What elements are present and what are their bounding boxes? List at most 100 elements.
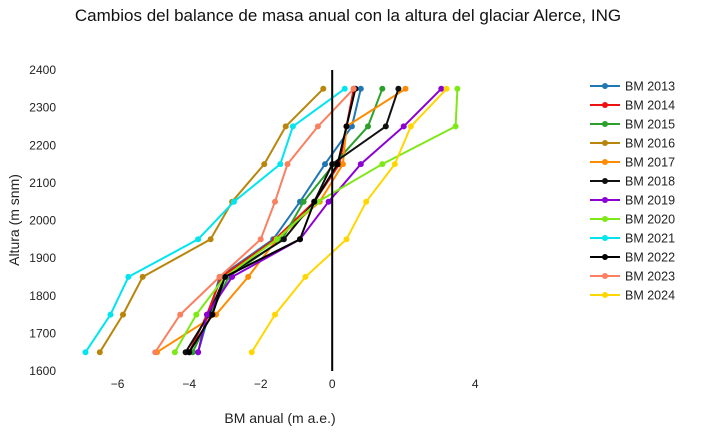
legend-label: BM 2013 bbox=[625, 80, 675, 94]
x-tick-label: 4 bbox=[472, 377, 479, 391]
legend-item[interactable]: BM 2021 bbox=[590, 232, 675, 246]
x-axis-ticks: −6 −4 −2 0 4 bbox=[111, 377, 479, 391]
data-point bbox=[322, 161, 328, 168]
legend-swatch-marker bbox=[602, 197, 608, 203]
data-point bbox=[357, 161, 364, 168]
data-point bbox=[204, 311, 210, 318]
y-tick-label: 1800 bbox=[29, 289, 56, 303]
data-point bbox=[297, 236, 303, 243]
legend-label: BM 2015 bbox=[625, 118, 675, 132]
y-tick-label: 1700 bbox=[29, 326, 56, 340]
legend-swatch-marker bbox=[602, 273, 608, 279]
data-point bbox=[334, 161, 341, 168]
legend-swatch-marker bbox=[602, 292, 608, 298]
legend-label: BM 2020 bbox=[625, 213, 675, 227]
y-axis-label: Altura (m snm) bbox=[6, 174, 22, 266]
legend-item[interactable]: BM 2016 bbox=[590, 137, 675, 151]
legend-label: BM 2023 bbox=[625, 270, 675, 284]
legend-item[interactable]: BM 2023 bbox=[590, 270, 675, 284]
legend-item[interactable]: BM 2022 bbox=[590, 251, 675, 265]
data-point bbox=[402, 85, 409, 92]
data-point bbox=[177, 311, 184, 318]
series-line bbox=[98, 88, 325, 353]
legend-swatch-marker bbox=[602, 159, 608, 165]
data-point bbox=[300, 198, 307, 205]
legend-label: BM 2021 bbox=[625, 232, 675, 246]
data-point bbox=[221, 273, 228, 280]
legend-label: BM 2019 bbox=[625, 194, 675, 208]
data-point bbox=[407, 123, 414, 130]
data-point bbox=[282, 123, 289, 130]
data-point bbox=[341, 85, 348, 92]
legend-item[interactable]: BM 2013 bbox=[590, 80, 675, 94]
legend: BM 2013 BM 2014 BM 2015 BM 2016 BM 2017 BM 20… bbox=[590, 80, 675, 303]
legend-item[interactable]: BM 2024 bbox=[590, 289, 675, 303]
data-point bbox=[320, 85, 327, 92]
y-tick-label: 2000 bbox=[29, 214, 56, 228]
plot-area bbox=[82, 70, 461, 371]
data-point bbox=[280, 236, 287, 243]
series-line bbox=[188, 88, 357, 353]
legend-item[interactable]: BM 2020 bbox=[590, 213, 675, 227]
legend-swatch-marker bbox=[602, 216, 608, 222]
data-point bbox=[314, 123, 321, 130]
data-point bbox=[152, 349, 159, 356]
x-axis-label: BM anual (m a.e.) bbox=[224, 410, 335, 426]
legend-label: BM 2024 bbox=[625, 289, 675, 303]
legend-item[interactable]: BM 2015 bbox=[590, 118, 675, 132]
data-point bbox=[257, 236, 264, 243]
series-line bbox=[197, 88, 443, 353]
data-point bbox=[82, 349, 89, 356]
data-point bbox=[391, 161, 398, 168]
data-point bbox=[343, 123, 350, 130]
legend-label: BM 2022 bbox=[625, 251, 675, 265]
data-point bbox=[216, 273, 223, 280]
data-point bbox=[273, 236, 280, 243]
data-point bbox=[107, 311, 114, 318]
series-line bbox=[250, 88, 448, 353]
data-point bbox=[339, 161, 346, 168]
series-bm-2016 bbox=[96, 85, 327, 356]
data-point bbox=[343, 236, 350, 243]
y-tick-label: 1600 bbox=[29, 364, 56, 378]
data-point bbox=[230, 198, 237, 205]
legend-swatch-marker bbox=[602, 235, 608, 241]
legend-label: BM 2016 bbox=[625, 137, 675, 151]
legend-item[interactable]: BM 2018 bbox=[590, 175, 675, 189]
data-point bbox=[350, 85, 357, 92]
data-point bbox=[365, 123, 371, 130]
x-tick-label: −2 bbox=[254, 377, 268, 391]
data-point bbox=[139, 273, 146, 280]
data-point bbox=[325, 198, 332, 205]
data-point bbox=[379, 85, 386, 92]
data-point bbox=[125, 273, 132, 280]
series-line bbox=[84, 87, 346, 353]
data-point bbox=[195, 349, 202, 356]
data-point bbox=[277, 161, 284, 168]
data-point bbox=[245, 273, 252, 280]
data-point bbox=[400, 123, 407, 130]
data-point bbox=[379, 161, 386, 168]
x-tick-label: −4 bbox=[182, 377, 196, 391]
data-point bbox=[96, 349, 103, 356]
legend-swatch-marker bbox=[602, 83, 608, 89]
y-tick-label: 1900 bbox=[29, 251, 56, 265]
y-axis-ticks: 1600 1700 1800 1900 2000 2100 2200 2300 2400 bbox=[29, 63, 56, 378]
legend-label: BM 2014 bbox=[625, 99, 675, 113]
data-point bbox=[302, 273, 309, 280]
x-tick-label: −6 bbox=[111, 377, 125, 391]
legend-swatch-marker bbox=[602, 254, 608, 260]
data-point bbox=[363, 198, 370, 205]
data-point bbox=[452, 123, 459, 130]
legend-item[interactable]: BM 2019 bbox=[590, 194, 675, 208]
data-point bbox=[443, 85, 450, 92]
legend-item[interactable]: BM 2017 bbox=[590, 156, 675, 170]
data-point bbox=[357, 85, 364, 92]
data-point bbox=[289, 123, 296, 130]
series-bm-2021 bbox=[82, 85, 348, 356]
legend-label: BM 2017 bbox=[625, 156, 675, 170]
legend-item[interactable]: BM 2014 bbox=[590, 99, 675, 113]
y-tick-label: 2300 bbox=[29, 101, 56, 115]
data-point bbox=[395, 85, 402, 92]
